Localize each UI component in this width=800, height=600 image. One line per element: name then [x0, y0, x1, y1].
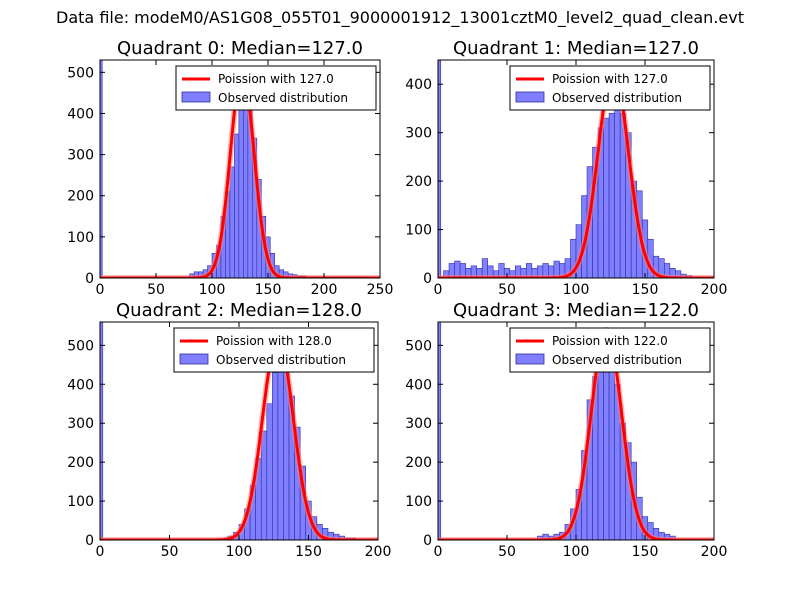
y-tick-label: 500 [405, 338, 432, 354]
histogram-bar [100, 60, 103, 278]
y-tick-label: 0 [423, 271, 432, 287]
legend-patch-swatch [179, 353, 209, 365]
y-tick-label: 400 [405, 77, 432, 93]
y-tick-label: 100 [405, 494, 432, 510]
x-tick-label: 250 [367, 282, 394, 298]
legend-box [509, 65, 711, 111]
histogram-bar [260, 430, 268, 540]
histogram-bar [266, 403, 273, 540]
legend-label: Observed distribution [216, 353, 346, 367]
y-tick-label: 400 [405, 377, 432, 393]
legend-label: Poission with 127.0 [552, 72, 668, 86]
x-tick-label: 0 [96, 282, 105, 298]
legend-label: Observed distribution [552, 91, 682, 105]
x-tick-label: 150 [255, 282, 282, 298]
histogram-bar [603, 117, 610, 278]
histogram-bar [229, 166, 235, 278]
x-tick-label: 50 [498, 282, 516, 298]
y-tick-label: 200 [67, 455, 94, 471]
x-tick-label: 200 [701, 544, 728, 560]
x-tick-label: 0 [434, 282, 443, 298]
x-tick-label: 150 [295, 544, 322, 560]
y-tick-label: 200 [405, 455, 432, 471]
legend-patch-swatch [515, 353, 545, 365]
histogram-bar [608, 112, 615, 278]
legend-patch-swatch [515, 91, 545, 103]
x-tick-label: 50 [498, 544, 516, 560]
y-tick-label: 300 [405, 126, 432, 142]
x-tick-label: 0 [96, 544, 105, 560]
y-tick-label: 300 [405, 416, 432, 432]
histogram-bar [277, 345, 284, 540]
legend-label: Observed distribution [218, 91, 348, 105]
y-tick-label: 400 [67, 106, 94, 122]
x-tick-label: 100 [199, 282, 226, 298]
y-tick-label: 0 [423, 533, 432, 549]
histogram-bar [614, 108, 621, 278]
legend-label: Poission with 122.0 [552, 334, 668, 348]
y-tick-label: 100 [405, 223, 432, 239]
x-tick-label: 50 [161, 544, 179, 560]
histogram-bar [438, 322, 442, 540]
subplot-3 [437, 321, 715, 541]
histogram-bar [608, 364, 615, 540]
x-tick-label: 0 [434, 544, 443, 560]
x-tick-label: 100 [563, 544, 590, 560]
x-tick-label: 150 [632, 282, 659, 298]
y-tick-label: 100 [67, 494, 94, 510]
x-tick-label: 100 [226, 544, 253, 560]
x-tick-label: 200 [701, 282, 728, 298]
y-tick-label: 400 [67, 377, 94, 393]
histogram-bar [234, 133, 240, 278]
x-tick-label: 50 [147, 282, 165, 298]
y-tick-label: 500 [67, 338, 94, 354]
subplot-title: Quadrant 0: Median=127.0 [117, 38, 363, 59]
histogram-bar [100, 322, 104, 540]
histogram-bar [438, 60, 442, 278]
y-tick-label: 300 [67, 148, 94, 164]
legend-box [173, 327, 375, 373]
x-tick-label: 200 [365, 544, 392, 560]
histogram-bar [238, 104, 244, 278]
subplot-title: Quadrant 3: Median=122.0 [453, 300, 699, 321]
y-tick-label: 100 [67, 230, 94, 246]
y-tick-label: 200 [67, 189, 94, 205]
subplot-title: Quadrant 2: Median=128.0 [116, 300, 362, 321]
histogram-bar [272, 372, 279, 540]
y-tick-label: 500 [67, 65, 94, 81]
histogram-bar [597, 345, 604, 540]
legend-patch-swatch [181, 91, 211, 103]
y-tick-label: 200 [405, 174, 432, 190]
legend-label: Observed distribution [552, 353, 682, 367]
y-tick-label: 0 [85, 271, 94, 287]
x-tick-label: 100 [563, 282, 590, 298]
figure-suptitle: Data file: modeM0/AS1G08_055T01_90000019… [56, 8, 744, 27]
legend-label: Poission with 127.0 [218, 72, 334, 86]
subplot-0 [99, 59, 381, 279]
legend-label: Poission with 128.0 [216, 334, 332, 348]
x-tick-label: 200 [311, 282, 338, 298]
subplot-2 [99, 321, 379, 541]
subplot-title: Quadrant 1: Median=127.0 [453, 38, 699, 59]
legend-box [175, 65, 377, 111]
axes-frame [99, 59, 381, 279]
legend-box [509, 327, 711, 373]
subplot-1 [437, 59, 715, 279]
y-tick-label: 0 [85, 533, 94, 549]
x-tick-label: 150 [632, 544, 659, 560]
y-tick-label: 300 [67, 416, 94, 432]
